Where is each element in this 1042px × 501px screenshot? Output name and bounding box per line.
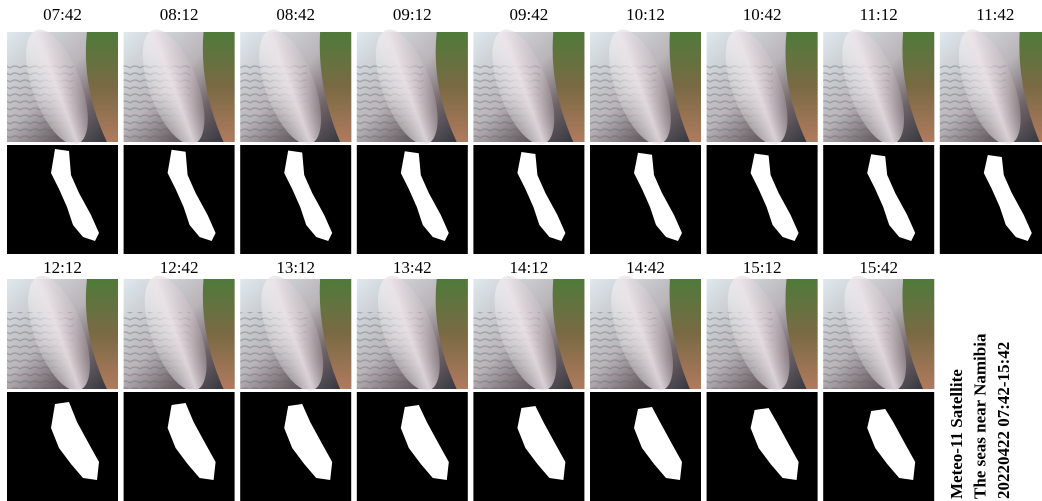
time-label: 12:12	[43, 258, 82, 277]
time-label: 14:42	[626, 258, 665, 277]
time-label: 12:42	[160, 258, 199, 277]
time-label: 15:12	[743, 258, 782, 277]
satellite-image	[823, 22, 934, 254]
satellite-image	[590, 268, 701, 501]
satellite-image	[124, 268, 235, 501]
caption-line: The seas near Namibia	[971, 333, 990, 499]
caption-line: Meteo-11 Satellite	[947, 369, 966, 499]
satellite-image	[357, 268, 468, 501]
time-label: 14:12	[510, 258, 549, 277]
satellite-image	[7, 268, 118, 501]
time-label: 08:42	[276, 5, 315, 24]
satellite-image	[823, 268, 934, 501]
time-label: 13:42	[393, 258, 432, 277]
satellite-image	[357, 22, 468, 254]
satellite-image	[707, 22, 818, 254]
time-label: 11:42	[976, 5, 1014, 24]
time-label: 09:42	[510, 5, 549, 24]
time-label: 09:12	[393, 5, 432, 24]
satellite-image	[473, 268, 584, 501]
satellite-image	[124, 22, 235, 254]
time-label: 11:12	[860, 5, 898, 24]
satellite-image	[940, 22, 1042, 254]
time-label: 07:42	[43, 5, 82, 24]
time-label: 10:42	[743, 5, 782, 24]
time-label: 15:42	[859, 258, 898, 277]
time-label: 10:12	[626, 5, 665, 24]
figure: 07:42 08:12 08:42 09:12 09:42 10:12 10:42 11:12…	[0, 0, 1042, 501]
caption-line: 20220422 07:42-15:42	[994, 342, 1013, 499]
satellite-image	[7, 22, 118, 254]
time-label: 08:12	[160, 5, 199, 24]
satellite-image	[240, 268, 351, 501]
satellite-image	[707, 268, 818, 501]
satellite-image	[590, 22, 701, 254]
satellite-image	[473, 22, 584, 254]
time-label: 13:12	[276, 258, 315, 277]
satellite-image	[240, 22, 351, 254]
